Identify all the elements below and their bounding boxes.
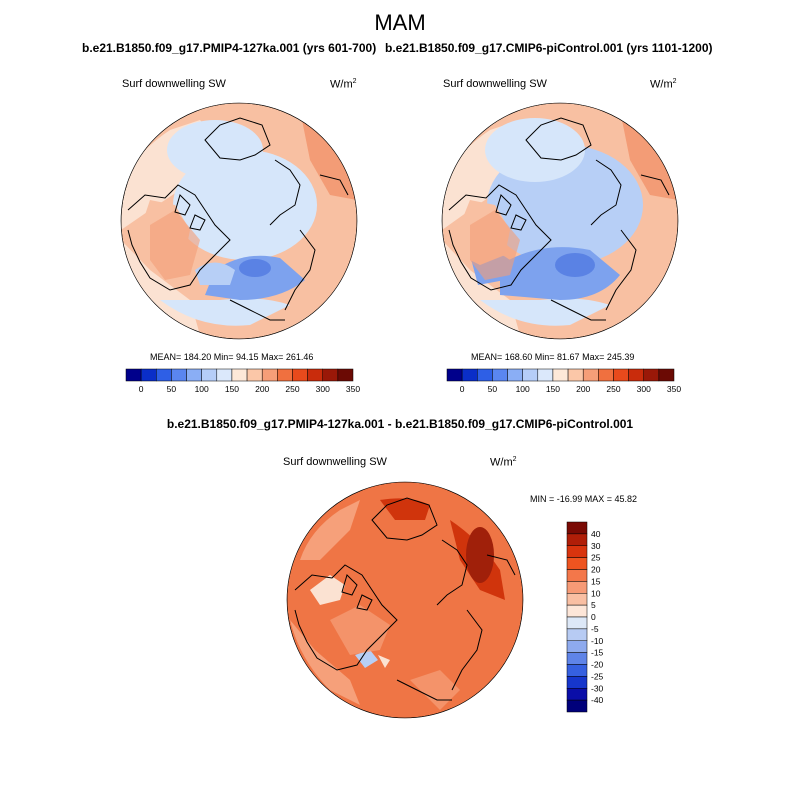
right-colorbar-box (552, 368, 569, 382)
diff-colorbar-tick-label: -5 (591, 624, 599, 634)
left-colorbar-box (307, 368, 323, 382)
left-colorbar-box (125, 368, 142, 382)
right-colorbar-tick-label: 300 (637, 384, 651, 394)
right-stats: MEAN= 168.60 Min= 81.67 Max= 245.39 (471, 352, 635, 362)
figure-title: MAM (374, 10, 426, 35)
left-colorbar-box (292, 368, 308, 382)
left-colorbar-box (171, 368, 187, 382)
diff-colorbar-tick-label: 10 (591, 588, 601, 598)
diff-colorbar-box (566, 593, 588, 606)
right-panel-title: b.e21.B1850.f09_g17.CMIP6-piControl.001 … (385, 41, 713, 55)
right-colorbar-tick-label: 350 (667, 384, 681, 394)
diff-colorbar-tick-label: 30 (591, 541, 601, 551)
diff-colorbar-tick-label: -10 (591, 636, 604, 646)
diff-colorbar-tick-label: 15 (591, 576, 601, 586)
diff-colorbar-tick-label: -40 (591, 695, 604, 705)
diff-colorbar-box (566, 688, 588, 701)
left-colorbar-box (261, 368, 278, 382)
diff-colorbar-box (566, 628, 588, 641)
right-colorbar-tick-label: 250 (606, 384, 620, 394)
left-colorbar-tick-label: 300 (316, 384, 330, 394)
diff-colorbar-box (566, 521, 588, 535)
right-colorbar-box (477, 368, 493, 382)
diff-colorbar-box (566, 604, 588, 618)
left-colorbar-box (231, 368, 248, 382)
left-colorbar-box (216, 368, 233, 382)
right-colorbar-tick-label: 150 (546, 384, 560, 394)
diff-colorbar-box (566, 569, 588, 582)
left-colorbar-tick-label: 250 (285, 384, 299, 394)
left-colorbar-box (201, 368, 218, 382)
right-colorbar-box (537, 368, 554, 382)
left-units-label: W/m2 (330, 78, 357, 91)
diff-colorbar-tick-label: 25 (591, 553, 601, 563)
left-variable-label: Surf downwelling SW (122, 78, 226, 90)
diff-colorbar-box (566, 652, 588, 665)
right-colorbar-box (613, 368, 629, 382)
right-colorbar-box (507, 368, 523, 382)
diff-colorbar-box (566, 640, 588, 653)
left-colorbar-box (140, 368, 157, 382)
left-colorbar-tick-label: 0 (139, 384, 144, 394)
right-colorbar-tick-label: 200 (576, 384, 590, 394)
diff-colorbar-tick-label: -30 (591, 683, 604, 693)
left-colorbar-box (277, 368, 293, 382)
left-colorbar-box (322, 368, 339, 382)
left-colorbar-box (246, 368, 263, 382)
right-colorbar-box (522, 368, 539, 382)
right-colorbar-box (658, 368, 675, 382)
left-colorbar-box (186, 368, 202, 382)
right-colorbar-box (598, 368, 614, 382)
left-colorbar-box (337, 368, 354, 382)
left-stats: MEAN= 184.20 Min= 94.15 Max= 261.46 (150, 352, 314, 362)
diff-colorbar-box (566, 545, 588, 558)
diff-colorbar-tick-label: -15 (591, 648, 604, 658)
diff-colorbar-box (566, 616, 588, 630)
left-colorbar-tick-label: 350 (346, 384, 360, 394)
left-colorbar: 0 50 100 150 200 250 300 350 (125, 368, 360, 394)
left-colorbar-tick-label: 50 (167, 384, 177, 394)
right-colorbar-box (461, 368, 478, 382)
right-units-label: W/m2 (650, 78, 677, 91)
right-colorbar-box (567, 368, 584, 382)
diff-colorbar-box (566, 557, 588, 570)
left-colorbar-tick-label: 200 (255, 384, 269, 394)
right-colorbar-tick-label: 100 (516, 384, 530, 394)
right-variable-label: Surf downwelling SW (443, 78, 547, 90)
diff-units-label: W/m2 (490, 456, 517, 469)
diff-stats: MIN = -16.99 MAX = 45.82 (530, 494, 638, 504)
right-colorbar-box (643, 368, 660, 382)
right-colorbar: 0 50 100 150 200 250 300 350 (446, 368, 681, 394)
right-map-field (442, 103, 678, 339)
diff-colorbar-box (566, 699, 588, 713)
diff-colorbar-box (566, 533, 588, 546)
right-colorbar-box (628, 368, 644, 382)
left-colorbar-box (156, 368, 172, 382)
diff-colorbar-tick-label: 0 (591, 612, 596, 622)
diff-map-field (287, 482, 523, 718)
left-map-field (121, 103, 357, 339)
diff-colorbar-tick-label: 20 (591, 565, 601, 575)
diff-colorbar-tick-label: -20 (591, 660, 604, 670)
diff-colorbar-box (566, 676, 588, 689)
diff-colorbar-box (566, 581, 588, 594)
right-colorbar-box (582, 368, 599, 382)
diff-colorbar-box (566, 664, 588, 677)
left-colorbar-tick-label: 150 (225, 384, 239, 394)
right-colorbar-tick-label: 0 (460, 384, 465, 394)
diff-panel-title: b.e21.B1850.f09_g17.PMIP4-127ka.001 - b.… (166, 417, 634, 431)
diff-variable-label: Surf downwelling SW (283, 456, 387, 468)
left-colorbar-tick-label: 100 (195, 384, 209, 394)
diff-colorbar-tick-label: 40 (591, 529, 601, 539)
left-panel-title: b.e21.B1850.f09_g17.PMIP4-127ka.001 (yrs… (82, 41, 377, 55)
right-colorbar-box (446, 368, 463, 382)
diff-colorbar-tick-label: -25 (591, 671, 604, 681)
diff-colorbar-tick-label: 5 (591, 600, 596, 610)
right-colorbar-tick-label: 50 (488, 384, 498, 394)
right-colorbar-box (492, 368, 508, 382)
